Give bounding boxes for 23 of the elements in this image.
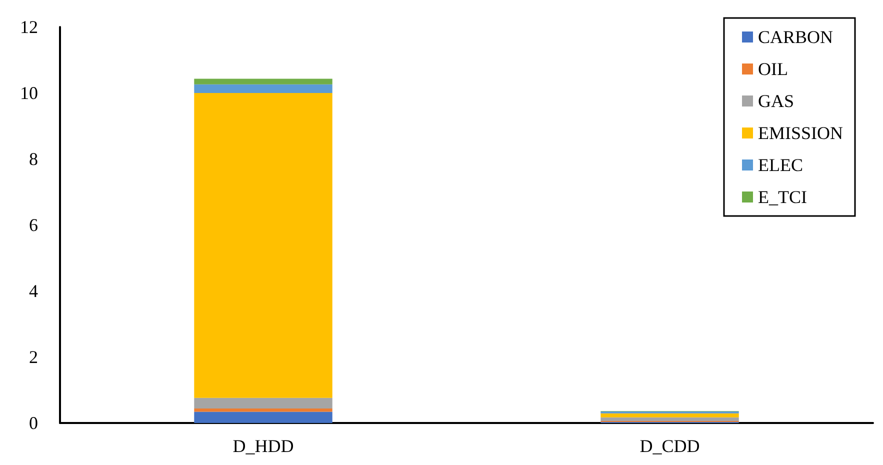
legend-label: OIL — [758, 59, 788, 79]
y-tick-label: 0 — [29, 413, 38, 433]
legend-label: EMISSION — [758, 123, 844, 143]
y-tick-label: 10 — [20, 83, 38, 103]
bar — [600, 413, 739, 418]
legend-label: CARBON — [758, 27, 834, 47]
bar — [194, 78, 332, 84]
legend-label: GAS — [758, 91, 794, 111]
legend-label: E_TCI — [758, 187, 807, 207]
x-tick-label: D_HDD — [232, 436, 294, 456]
bar — [194, 412, 332, 423]
bar — [600, 417, 739, 422]
y-tick-label: 2 — [29, 347, 38, 367]
y-tick-label: 4 — [29, 281, 38, 301]
y-tick-label: 12 — [20, 17, 38, 37]
bar — [194, 84, 332, 93]
x-tick-label: D_CDD — [640, 436, 700, 456]
y-tick-label: 8 — [29, 149, 38, 169]
legend-label: ELEC — [758, 155, 803, 175]
y-tick-label: 6 — [29, 215, 38, 235]
bar — [194, 398, 332, 408]
bar — [194, 408, 332, 412]
bar — [194, 93, 332, 398]
